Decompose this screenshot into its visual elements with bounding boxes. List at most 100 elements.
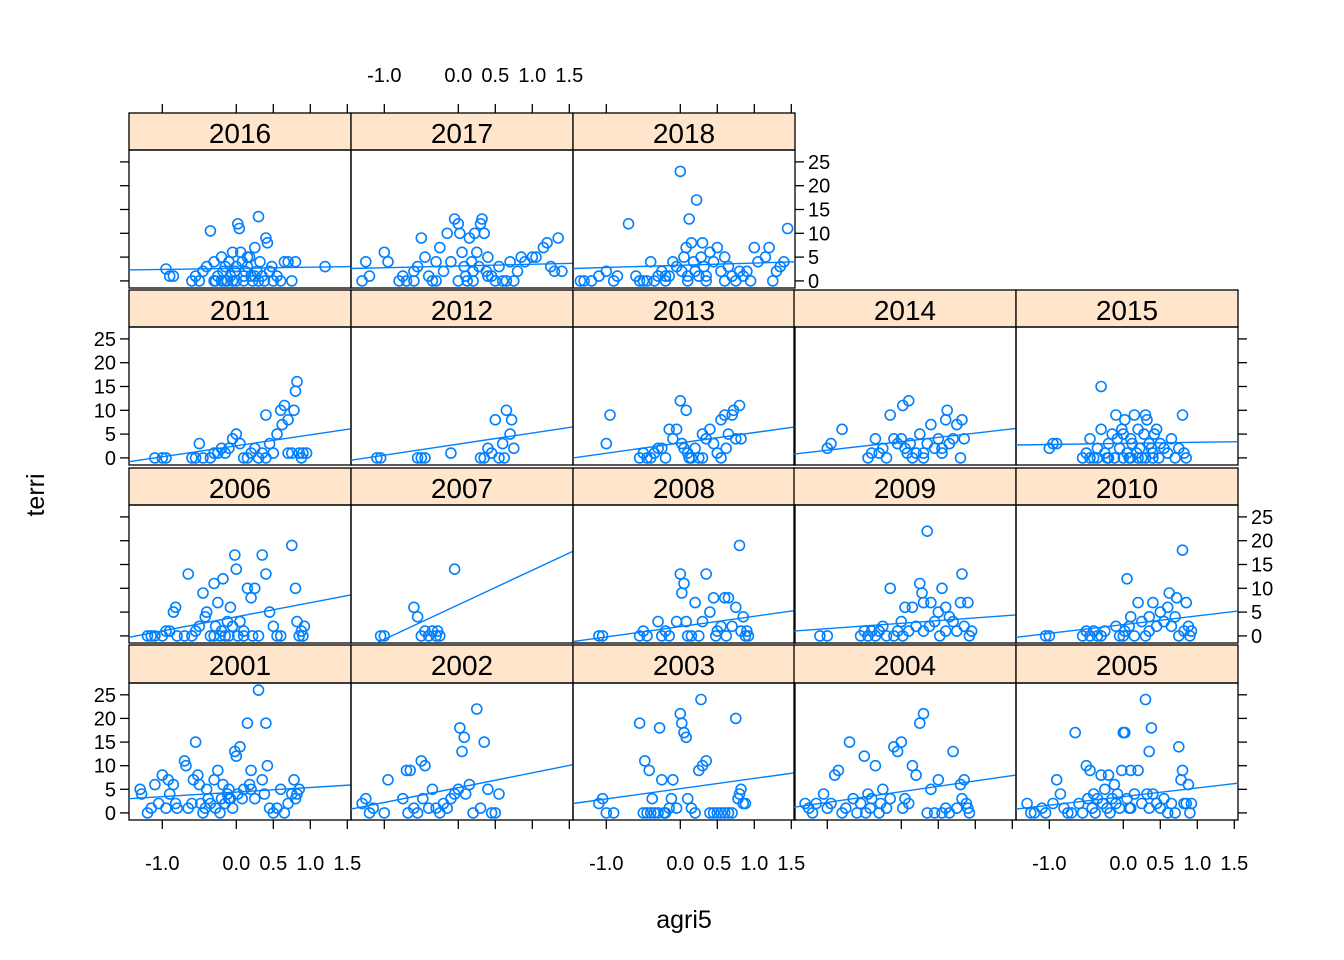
data-point [707,591,720,604]
data-point [1180,452,1192,464]
data-point [200,606,213,618]
data-point [437,265,450,278]
data-point [430,630,442,642]
data-point [134,783,146,796]
data-point [452,275,465,287]
data-point [298,620,311,633]
strip-label-2006: 2006 [209,473,271,504]
data-point [1180,596,1192,609]
panel-frame-2006 [128,504,352,644]
strip-2013 [572,289,796,328]
data-point [291,615,303,628]
strip-2015 [1015,289,1239,328]
panel-2003: 2003 [572,644,796,821]
data-point [1141,413,1153,426]
data-point [865,792,878,805]
data-point [285,275,298,287]
data-point [884,792,897,805]
data-point [1124,452,1137,464]
panel-2016: 2016 [128,112,352,289]
data-point [1163,587,1175,599]
data-point [1154,606,1167,618]
y-tick-label: 25 [808,152,830,174]
y-tick-label: 10 [808,223,830,245]
axes-layer: 0510152025051015202505101520250510152025… [94,65,1274,875]
data-point [733,788,746,800]
data-point [367,802,380,815]
data-point [208,577,220,590]
x-tick-label: -1.0 [589,853,623,875]
data-point [411,807,424,819]
data-point [726,807,738,819]
panel-2017: 2017 [350,112,574,289]
data-point [674,568,687,580]
data-point [230,563,243,576]
data-point [641,807,653,819]
data-point [505,413,518,426]
y-tick-label: 25 [94,685,116,707]
y-tick-label: 5 [105,779,116,801]
data-point [163,270,176,282]
data-point [297,447,309,459]
data-point [906,759,919,772]
data-point [237,625,250,637]
data-point [441,227,454,240]
panels-layer: 2016 2017 2018 2011 2012 2013 2014 2015 2006 2007… [128,112,1239,821]
data-point [260,452,272,464]
data-point [1110,409,1122,421]
data-point [507,442,520,455]
x-tick-label: 1.0 [1183,853,1211,875]
data-point [1091,442,1104,455]
data-point [843,736,856,748]
panel-2011: 2011 [128,289,352,466]
data-point [1095,769,1107,781]
data-point [633,717,646,730]
data-point [178,630,191,642]
panel-frame-2007 [350,504,574,644]
data-point [430,255,442,268]
data-point [149,452,161,464]
data-point [419,452,431,464]
x-tick-label: 0.5 [1146,853,1174,875]
data-point [548,265,561,278]
data-point [282,797,294,810]
data-point [884,582,897,595]
data-point [925,783,937,796]
data-point [832,764,845,777]
data-point [246,630,259,642]
data-point [156,452,169,464]
data-point [243,778,256,791]
data-point [715,265,727,278]
data-point [1039,807,1052,819]
fit-line-2012 [351,426,573,461]
data-point [932,773,945,786]
panel-2014: 2014 [793,289,1017,466]
data-point [1169,452,1181,464]
data-point [493,452,505,464]
data-point [1139,693,1152,706]
y-tick-label: 15 [1251,555,1273,577]
data-point [596,630,609,642]
data-point [160,802,172,815]
data-point [1050,437,1063,450]
data-point [171,802,183,815]
data-point [675,587,688,599]
data-point [1169,807,1181,819]
x-tick-label: 0.5 [481,65,509,87]
data-point [271,630,283,642]
data-point [781,222,794,235]
data-point [700,568,713,580]
data-point [448,563,461,576]
data-point [189,452,202,464]
panel-2008: 2008 [572,467,796,644]
data-point [652,442,664,455]
data-point [689,596,701,609]
data-point [913,428,926,440]
strip-label-2012: 2012 [431,295,493,326]
data-point [1143,625,1155,637]
data-point [663,423,676,436]
data-point [962,596,974,609]
data-point [655,442,668,455]
data-point [950,802,963,815]
